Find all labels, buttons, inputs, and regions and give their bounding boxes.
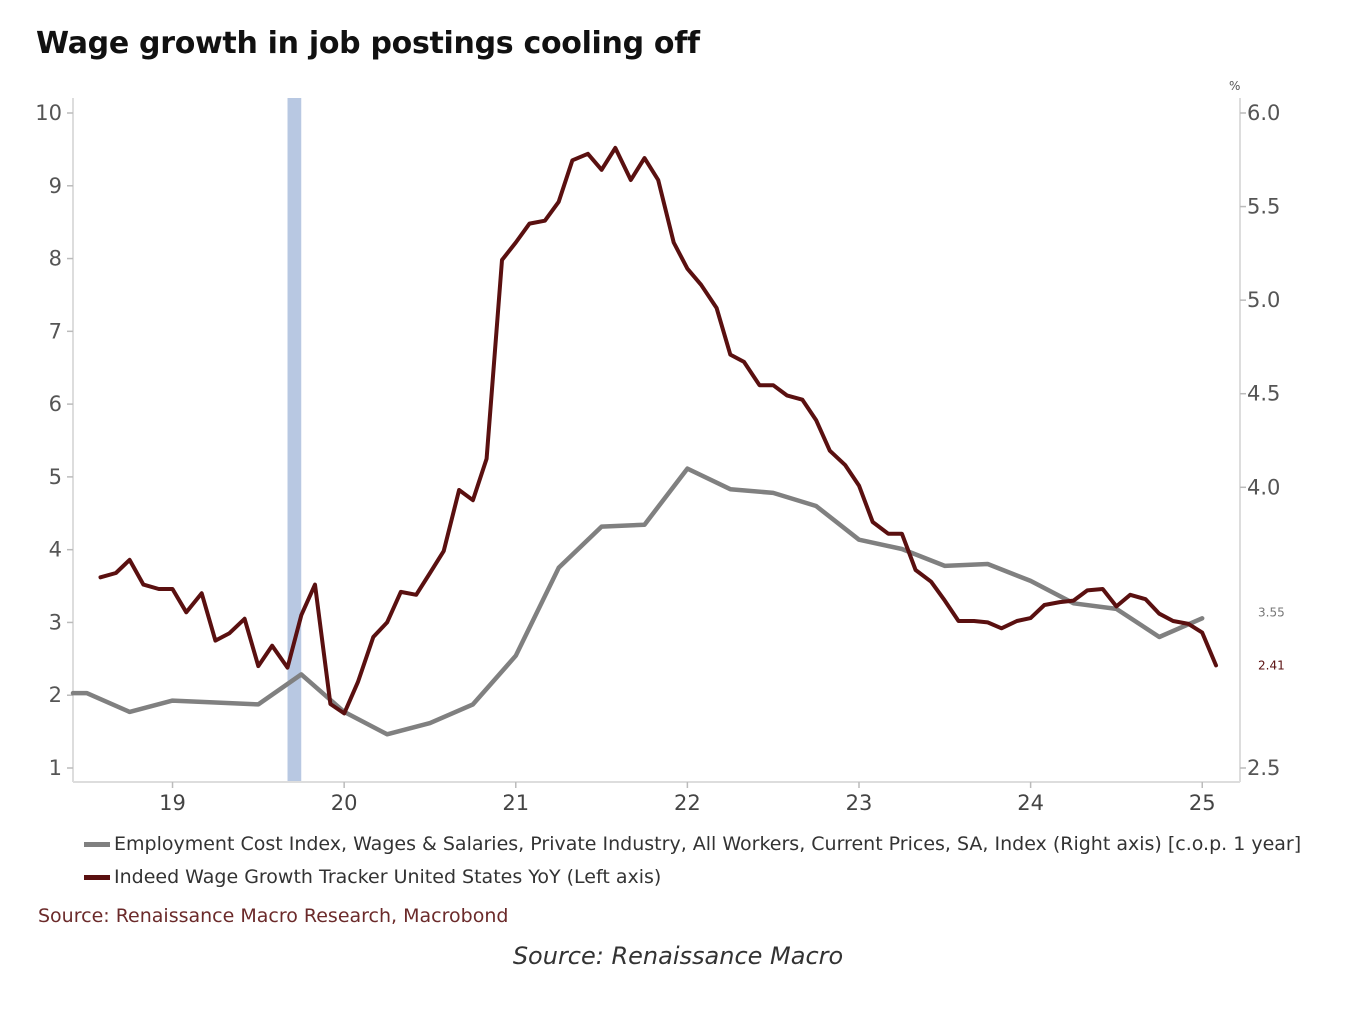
left-tick-label: 1 (49, 756, 62, 780)
right-axis-unit: % (1229, 79, 1240, 93)
right-tick-label: 5.5 (1247, 195, 1280, 219)
x-tick-label: 23 (846, 791, 873, 815)
legend-item-indeed: Indeed Wage Growth Tracker United States… (84, 866, 661, 888)
x-tick-label: 21 (502, 791, 529, 815)
left-axis-ticks: 1 2 3 4 5 6 7 8 9 10 (35, 101, 73, 780)
legend-swatch-indeed (84, 874, 110, 880)
legend-item-eci: Employment Cost Index, Wages & Salaries,… (84, 833, 1301, 855)
series-line-indeed (98, 145, 1218, 716)
chart-source-note: Source: Renaissance Macro Research, Macr… (38, 905, 509, 927)
right-tick-label: 2.5 (1247, 756, 1280, 780)
left-tick-label: 6 (49, 392, 62, 416)
series-layer (70, 145, 1218, 737)
left-tick-label: 3 (49, 610, 62, 634)
right-tick-label: 6.0 (1247, 101, 1280, 125)
left-tick-label: 8 (49, 247, 62, 271)
right-tick-label: 4.5 (1247, 382, 1280, 406)
x-tick-label: 19 (159, 791, 186, 815)
left-tick-label: 5 (49, 465, 62, 489)
left-tick-label: 10 (35, 101, 62, 125)
left-tick-label: 2 (49, 683, 62, 707)
right-axis-ticks: 2.5 4.0 4.5 5.0 5.5 6.0 (1240, 101, 1280, 780)
left-tick-label: 9 (49, 174, 62, 198)
chart-title: Wage growth in job postings cooling off (36, 26, 700, 61)
legend-swatch-eci (84, 841, 110, 847)
right-tick-label: 4.0 (1247, 475, 1280, 499)
x-tick-label: 24 (1017, 791, 1044, 815)
legend-label-eci: Employment Cost Index, Wages & Salaries,… (114, 833, 1302, 855)
x-axis-ticks: 19 20 21 22 23 24 25 (159, 782, 1216, 815)
axes (72, 98, 1241, 783)
x-tick-label: 20 (331, 791, 358, 815)
x-tick-label: 22 (674, 791, 701, 815)
recession-bands (287, 98, 302, 782)
end-label-eci: 3.55 (1258, 605, 1285, 619)
end-label-indeed: 2.41 (1258, 658, 1285, 672)
x-tick-label: 25 (1189, 791, 1216, 815)
end-labels: 3.55 2.41 (1258, 605, 1285, 672)
source-caption: Source: Renaissance Macro (512, 942, 844, 970)
recession-band (287, 98, 302, 782)
legend-label-indeed: Indeed Wage Growth Tracker United States… (114, 866, 662, 888)
left-tick-label: 4 (49, 538, 62, 562)
left-tick-label: 7 (49, 319, 62, 343)
series-line-eci (70, 466, 1205, 737)
right-tick-label: 5.0 (1247, 288, 1280, 312)
